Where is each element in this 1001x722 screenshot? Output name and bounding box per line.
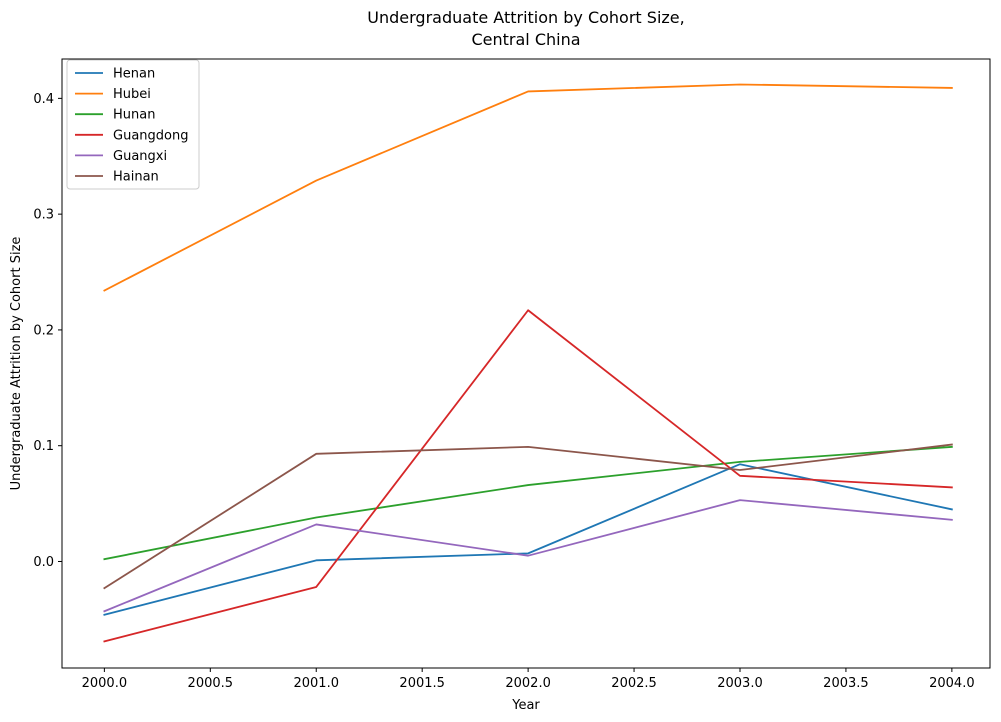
plot-area	[61, 58, 991, 669]
y-tick-label: 0.2	[33, 323, 54, 338]
x-tick-label: 2003.0	[717, 676, 763, 691]
legend-label-henan: Henan	[113, 67, 155, 82]
y-tick-label: 0.1	[33, 439, 54, 454]
x-tick-label: 2004.0	[929, 676, 975, 691]
legend-label-guangdong: Guangdong	[113, 128, 188, 143]
series-line-hainan	[103, 443, 953, 590]
y-tick-label: 0.0	[33, 555, 54, 570]
legend: Henan Hubei Hunan Guangdong Guangxi Hainan	[66, 59, 200, 190]
legend-label-hubei: Hubei	[113, 87, 151, 102]
series-line-hubei	[103, 83, 953, 292]
x-tick-label: 2002.5	[611, 676, 657, 691]
y-axis-ticks: 0.0 0.1 0.2 0.3 0.4	[33, 92, 62, 570]
x-axis-label: Year	[511, 698, 540, 713]
series-lines	[103, 83, 953, 643]
x-axis-ticks: 2000.0 2000.5 2001.0 2001.5 2002.0 2002.5 2003…	[82, 668, 975, 691]
y-axis-label: Undergraduate Attrition by Cohort Size	[9, 237, 24, 491]
legend-box	[66, 59, 200, 190]
x-tick-label: 2002.0	[505, 676, 551, 691]
series-line-hunan	[103, 445, 953, 561]
x-tick-label: 2000.0	[82, 676, 128, 691]
legend-label-hainan: Hainan	[113, 170, 159, 185]
y-tick-label: 0.4	[33, 92, 54, 107]
y-tick-label: 0.3	[33, 208, 54, 223]
series-line-guangdong	[103, 309, 953, 643]
x-tick-label: 2000.5	[188, 676, 234, 691]
series-line-guangxi	[103, 499, 953, 613]
x-tick-label: 2003.5	[823, 676, 869, 691]
chart-title-line-2: Central China	[471, 30, 580, 49]
chart-title-line-1: Undergraduate Attrition by Cohort Size,	[367, 8, 684, 27]
x-tick-label: 2001.0	[293, 676, 339, 691]
legend-label-hunan: Hunan	[113, 108, 155, 123]
x-tick-label: 2001.5	[399, 676, 445, 691]
legend-label-guangxi: Guangxi	[113, 149, 167, 164]
